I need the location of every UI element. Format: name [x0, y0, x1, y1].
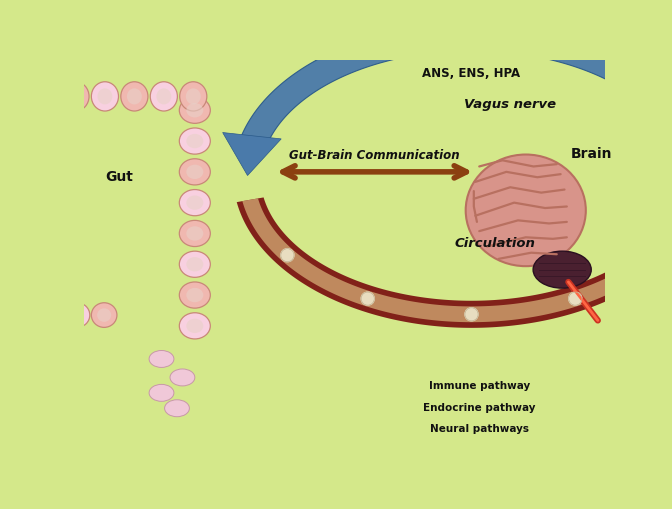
Ellipse shape	[186, 104, 204, 118]
Ellipse shape	[179, 82, 207, 112]
Ellipse shape	[65, 303, 90, 328]
Ellipse shape	[62, 82, 89, 112]
Ellipse shape	[47, 303, 76, 328]
Text: Immune pathway: Immune pathway	[429, 380, 530, 390]
Ellipse shape	[54, 162, 70, 177]
Ellipse shape	[47, 244, 76, 270]
Ellipse shape	[157, 89, 171, 105]
Ellipse shape	[165, 400, 190, 417]
Ellipse shape	[47, 186, 76, 211]
Ellipse shape	[54, 192, 70, 206]
Ellipse shape	[179, 251, 210, 278]
Ellipse shape	[54, 250, 70, 264]
Ellipse shape	[151, 82, 177, 112]
Ellipse shape	[179, 190, 210, 216]
Ellipse shape	[179, 282, 210, 308]
Ellipse shape	[179, 159, 210, 186]
Polygon shape	[237, 24, 672, 155]
Ellipse shape	[186, 165, 204, 180]
Ellipse shape	[179, 313, 210, 340]
Ellipse shape	[54, 308, 70, 322]
Ellipse shape	[47, 157, 76, 182]
Ellipse shape	[47, 215, 76, 241]
Ellipse shape	[127, 89, 142, 105]
Ellipse shape	[186, 89, 201, 105]
Ellipse shape	[186, 258, 204, 272]
Ellipse shape	[186, 134, 204, 149]
Ellipse shape	[170, 369, 195, 386]
Ellipse shape	[466, 155, 586, 267]
Circle shape	[281, 249, 294, 262]
Ellipse shape	[91, 303, 117, 328]
Ellipse shape	[54, 133, 70, 147]
Ellipse shape	[68, 89, 83, 105]
Ellipse shape	[179, 98, 210, 124]
Ellipse shape	[186, 319, 204, 333]
Text: Vagus nerve: Vagus nerve	[464, 98, 556, 111]
Ellipse shape	[186, 227, 204, 241]
Text: Brain: Brain	[571, 146, 612, 160]
Circle shape	[569, 293, 582, 305]
Ellipse shape	[533, 251, 591, 289]
Text: Neural pathways: Neural pathways	[430, 423, 529, 433]
Polygon shape	[222, 133, 281, 176]
Ellipse shape	[97, 89, 112, 105]
Ellipse shape	[179, 129, 210, 155]
Ellipse shape	[54, 104, 70, 118]
Circle shape	[361, 293, 374, 305]
Ellipse shape	[47, 273, 76, 299]
Text: Circulation: Circulation	[454, 236, 535, 249]
Ellipse shape	[54, 221, 70, 235]
Ellipse shape	[149, 385, 174, 402]
Text: ANS, ENS, HPA: ANS, ENS, HPA	[423, 67, 521, 80]
Ellipse shape	[186, 288, 204, 303]
Ellipse shape	[179, 221, 210, 247]
Circle shape	[465, 308, 478, 321]
Ellipse shape	[47, 98, 76, 124]
Circle shape	[649, 249, 662, 262]
Ellipse shape	[47, 128, 76, 153]
Polygon shape	[237, 198, 672, 328]
Polygon shape	[662, 177, 672, 219]
Ellipse shape	[70, 308, 84, 322]
Text: Gut-Brain Communication: Gut-Brain Communication	[290, 149, 460, 162]
Polygon shape	[243, 199, 672, 323]
Ellipse shape	[91, 82, 118, 112]
Text: Endocrine pathway: Endocrine pathway	[423, 402, 536, 412]
Text: Gut: Gut	[106, 169, 134, 183]
Ellipse shape	[186, 196, 204, 210]
Ellipse shape	[149, 351, 174, 367]
Ellipse shape	[121, 82, 148, 112]
Ellipse shape	[97, 308, 111, 322]
Ellipse shape	[54, 279, 70, 293]
